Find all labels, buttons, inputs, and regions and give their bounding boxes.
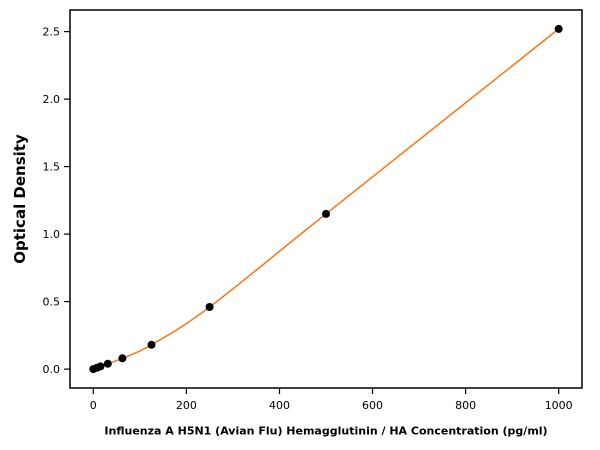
y-axis-label: Optical Density (11, 134, 29, 264)
y-tick-label: 0.5 (43, 296, 61, 309)
x-axis-label: Influenza A H5N1 (Avian Flu) Hemagglutin… (104, 424, 548, 438)
x-tick-label: 400 (269, 399, 290, 412)
data-point (103, 359, 112, 368)
y-tick-label: 1.5 (43, 161, 61, 174)
plot-border (69, 9, 583, 389)
data-point (118, 354, 127, 363)
x-tick-label: 600 (362, 399, 383, 412)
data-point (554, 24, 563, 33)
data-point (96, 362, 105, 371)
y-tick-label: 2.5 (43, 26, 61, 39)
data-point (147, 340, 156, 349)
data-point (322, 209, 330, 218)
x-tick-label: 200 (176, 399, 197, 412)
data-point (205, 303, 214, 311)
y-tick-label: 1.0 (43, 228, 61, 241)
x-tick-label: 0 (90, 399, 97, 412)
y-tick-label: 2.0 (43, 93, 61, 106)
x-tick-label: 800 (455, 399, 476, 412)
y-tick-label: 0.0 (43, 363, 61, 376)
x-tick-label: 1000 (545, 399, 573, 412)
fit-curve (93, 28, 560, 370)
